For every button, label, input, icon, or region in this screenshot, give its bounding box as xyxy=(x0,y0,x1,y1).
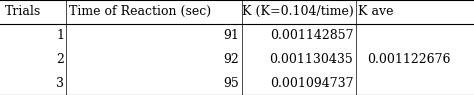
Text: 2: 2 xyxy=(56,53,64,66)
Text: 0.001122676: 0.001122676 xyxy=(367,53,451,66)
Text: K ave: K ave xyxy=(358,5,393,18)
Text: Trials: Trials xyxy=(5,5,41,18)
Text: 92: 92 xyxy=(224,53,239,66)
Text: 0.001094737: 0.001094737 xyxy=(270,77,353,90)
Text: 0.001142857: 0.001142857 xyxy=(270,29,353,42)
Text: Time of Reaction (sec): Time of Reaction (sec) xyxy=(69,5,211,18)
Text: K (K=0.104/time): K (K=0.104/time) xyxy=(242,5,354,18)
Text: 91: 91 xyxy=(224,29,239,42)
Text: 1: 1 xyxy=(56,29,64,42)
Text: 3: 3 xyxy=(56,77,64,90)
Text: 95: 95 xyxy=(224,77,239,90)
Text: 0.001130435: 0.001130435 xyxy=(269,53,353,66)
